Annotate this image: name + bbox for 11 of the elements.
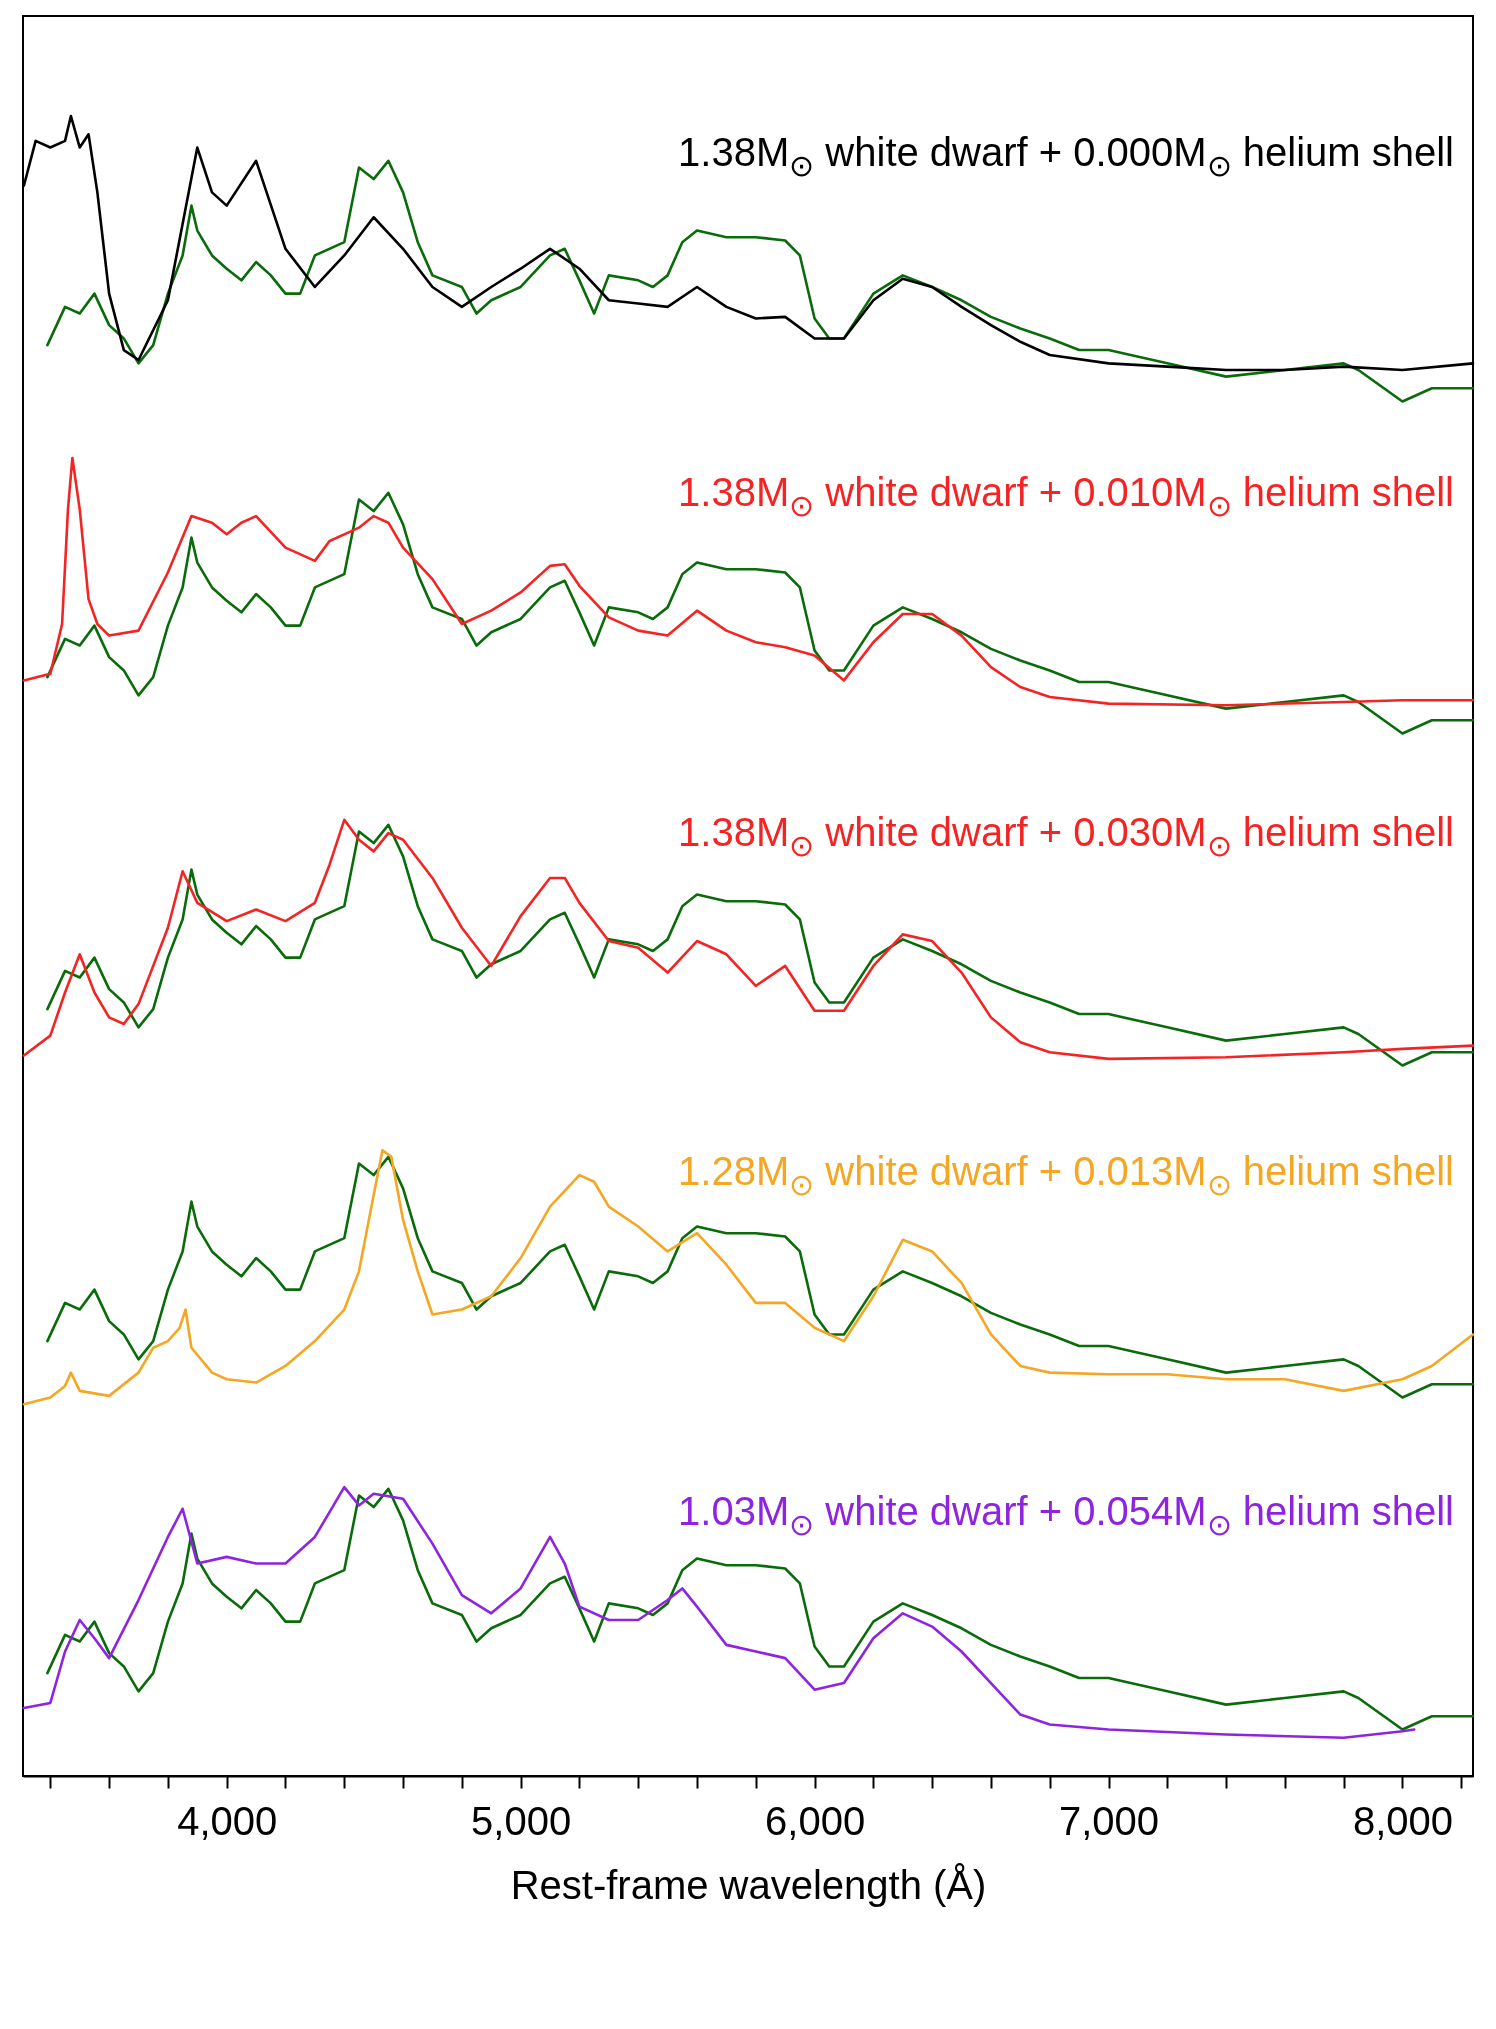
text: 1.38M$_{⊙}$ white dwarf + 0.000M$_{⊙}$ helium shell (678, 130, 1454, 183)
x-tick-label: 7,000 (1058, 1798, 1160, 1843)
x-axis-title: Rest-frame wavelength (Å) (510, 1862, 987, 1907)
text: 1.38M$_{⊙}$ white dwarf + 0.010M$_{⊙}$ helium shell (678, 469, 1454, 522)
x-tick-label: 5,000 (471, 1798, 572, 1843)
x-tick-label: 4,000 (177, 1798, 278, 1843)
series-label: 1.28M$_{⊙}$ white dwarf + 0.013M$_{⊙}$ helium shell (678, 1149, 1454, 1202)
x-tick-label: 6,000 (765, 1798, 866, 1843)
x-tick-label: 8,000 (1352, 1798, 1454, 1843)
text: 1.38M$_{⊙}$ white dwarf + 0.030M$_{⊙}$ helium shell (678, 809, 1454, 862)
series-label: 1.03M$_{⊙}$ white dwarf + 0.054M$_{⊙}$ helium shell (678, 1488, 1454, 1541)
